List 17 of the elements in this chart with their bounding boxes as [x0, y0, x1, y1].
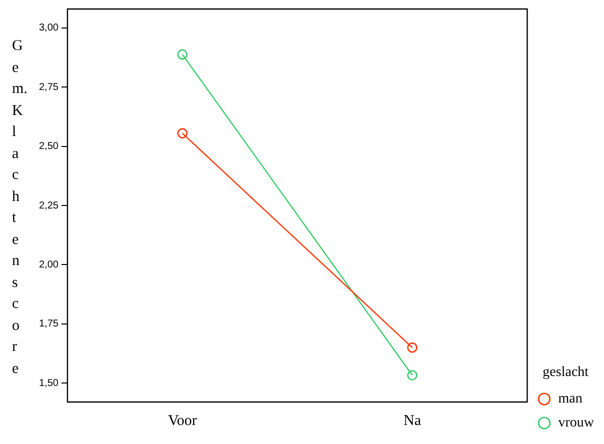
point: [407, 342, 418, 353]
x-tick-label: Voor: [168, 412, 197, 429]
y-tick-label: 3,00: [38, 22, 59, 34]
y-tick-label: 1,50: [38, 378, 59, 389]
legend-title: geslacht: [542, 364, 589, 380]
legend-label: man: [558, 392, 582, 407]
y-tick-label: 2,25: [38, 200, 59, 212]
point: [177, 49, 188, 60]
point: [407, 370, 418, 380]
y-tick-label: 2,50: [38, 141, 59, 152]
point: [177, 128, 188, 138]
text: Gem. Klachtenscore: [12, 38, 28, 376]
y-tick-label: 1,75: [38, 318, 59, 330]
legend-label: vrouw: [558, 416, 595, 431]
y-tick-label: 2,75: [38, 82, 59, 93]
y-tick-label: 2,00: [38, 259, 59, 270]
x-tick-label: Na: [404, 412, 422, 429]
